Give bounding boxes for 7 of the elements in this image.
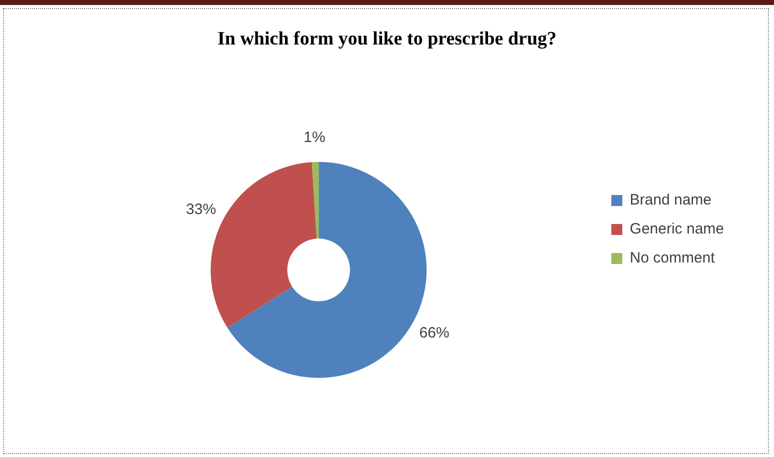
data-label: 66% [419,324,450,342]
legend-label: No comment [630,250,716,267]
data-label: 1% [304,129,326,146]
legend-label: Brand name [630,192,712,209]
legend-label: Generic name [630,220,724,238]
data-label: 33% [186,201,216,218]
chart-title: In which form you like to prescribe drug? [217,28,557,50]
